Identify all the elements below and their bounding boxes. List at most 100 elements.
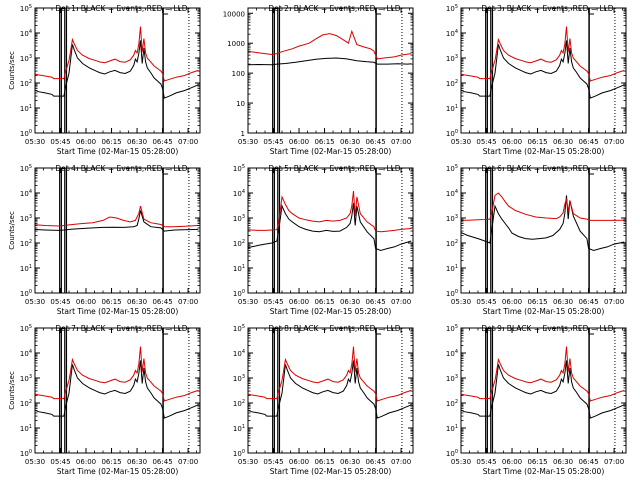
detector-panel-6: 100 101 102 103 104 105 05:30 05:45 06:00 06:15 06… (446, 164, 627, 316)
lld-series-line (461, 192, 625, 221)
event-marker-lines (485, 168, 616, 293)
x-tick-label: 07:00 (604, 138, 624, 146)
x-tick-label: 06:30 (340, 298, 360, 306)
events-series-line (35, 40, 199, 99)
x-tick-label: 07:00 (391, 458, 411, 466)
lld-series-line (248, 29, 412, 60)
event-marker-lines (272, 8, 403, 133)
x-tick-label: 05:30 (238, 298, 258, 306)
y-tick-label: 103 (233, 214, 245, 223)
event-marker-lines (59, 328, 190, 453)
x-tick-label: 07:00 (178, 298, 198, 306)
y-tick-label: 103 (20, 54, 32, 63)
x-tick-label: 06:30 (553, 458, 573, 466)
x-tick-label: 06:45 (578, 298, 598, 306)
y-tick-label: 101 (20, 264, 32, 273)
x-tick-label: 06:45 (365, 458, 385, 466)
y-tick-label: 102 (233, 239, 245, 248)
x-tick-label: 05:45 (50, 298, 70, 306)
x-tick-label: 06:00 (289, 458, 309, 466)
y-tick-label: 100 (20, 289, 32, 298)
x-tick-label: 05:30 (238, 458, 258, 466)
y-tick-label: 102 (233, 399, 245, 408)
x-tick-label: 06:30 (340, 138, 360, 146)
x-axis-label: Start Time (02-Mar-15 05:28:00) (57, 147, 179, 156)
x-tick-label: 06:15 (527, 298, 547, 306)
y-tick-label: 105 (20, 4, 32, 13)
event-marker-lines (59, 8, 190, 133)
lld-series-line (35, 26, 199, 82)
plot-frame (34, 7, 201, 134)
y-tick-label: 103 (20, 374, 32, 383)
x-tick-label: 06:30 (553, 298, 573, 306)
x-tick-label: 06:30 (127, 298, 147, 306)
plot-frame (460, 167, 627, 294)
y-tick-label: 105 (446, 164, 458, 173)
y-tick-label: 105 (446, 324, 458, 333)
panel-title: Det 8: BLACK = Events, RED = LLD (268, 324, 400, 333)
y-axis-label: Counts/sec (8, 211, 16, 250)
detector-panel-9: 100 101 102 103 104 105 05:30 05:45 06:00 06:15 06… (446, 324, 627, 476)
y-tick-label: 102 (20, 399, 32, 408)
x-tick-label: 05:45 (263, 298, 283, 306)
x-tick-label: 05:45 (50, 458, 70, 466)
detector-panel-3: 100 101 102 103 104 105 05:30 05:45 06:00 06:15 06… (446, 4, 627, 156)
y-tick-label: 103 (233, 374, 245, 383)
y-tick-label: 105 (446, 4, 458, 13)
x-tick-label: 06:00 (502, 298, 522, 306)
x-tick-label: 06:30 (553, 138, 573, 146)
x-axis-label: Start Time (02-Mar-15 05:28:00) (483, 467, 605, 476)
x-tick-label: 06:00 (289, 298, 309, 306)
y-axis-label: Counts/sec (8, 51, 16, 90)
x-tick-label: 05:30 (451, 138, 471, 146)
x-tick-label: 07:00 (178, 138, 198, 146)
x-tick-label: 05:45 (476, 458, 496, 466)
x-tick-label: 06:15 (527, 138, 547, 146)
x-tick-label: 06:15 (314, 138, 334, 146)
event-marker-lines (272, 168, 403, 293)
x-tick-label: 05:45 (50, 138, 70, 146)
y-tick-label: 10 (236, 100, 245, 108)
x-tick-label: 07:00 (178, 458, 198, 466)
x-tick-label: 06:30 (127, 138, 147, 146)
detector-panel-4: 100 101 102 103 104 105 05:30 05:45 06:00 06:15 06… (8, 164, 201, 316)
x-axis-label: Start Time (02-Mar-15 05:28:00) (483, 307, 605, 316)
event-marker-lines (272, 328, 403, 453)
panel-title: Det 4: BLACK = Events, RED = LLD (55, 164, 187, 173)
y-tick-label: 100 (20, 449, 32, 458)
panel-title: Det 5: BLACK = Events, RED = LLD (268, 164, 400, 173)
x-tick-label: 07:00 (391, 298, 411, 306)
x-axis-label: Start Time (02-Mar-15 05:28:00) (270, 467, 392, 476)
y-tick-label: 104 (20, 29, 32, 38)
x-tick-label: 06:15 (314, 298, 334, 306)
events-series-line (248, 360, 412, 419)
y-tick-label: 100 (446, 289, 458, 298)
event-marker-lines (485, 8, 616, 133)
y-tick-label: 104 (446, 349, 458, 358)
x-tick-label: 06:45 (365, 138, 385, 146)
lld-series-line (35, 346, 199, 402)
y-tick-label: 104 (233, 189, 245, 198)
y-tick-label: 103 (446, 214, 458, 223)
y-tick-label: 105 (20, 324, 32, 333)
x-tick-label: 06:00 (76, 138, 96, 146)
panel-title: Det 3: BLACK = Events, RED = LLD (481, 4, 613, 13)
x-tick-label: 06:45 (578, 138, 598, 146)
plot-frame (34, 167, 201, 294)
y-tick-label: 105 (233, 324, 245, 333)
y-tick-label: 100 (20, 129, 32, 138)
events-series-line (461, 360, 625, 419)
y-tick-label: 100 (446, 449, 458, 458)
x-tick-label: 06:00 (76, 298, 96, 306)
y-tick-label: 1 (241, 130, 245, 138)
y-tick-label: 100 (232, 70, 245, 78)
y-tick-label: 101 (20, 104, 32, 113)
lld-series-line (461, 346, 625, 402)
y-tick-label: 102 (446, 239, 458, 248)
y-tick-label: 104 (20, 189, 32, 198)
x-axis-label: Start Time (02-Mar-15 05:28:00) (57, 307, 179, 316)
y-tick-label: 104 (20, 349, 32, 358)
y-tick-label: 102 (446, 79, 458, 88)
y-tick-label: 103 (20, 214, 32, 223)
x-tick-label: 05:30 (451, 298, 471, 306)
